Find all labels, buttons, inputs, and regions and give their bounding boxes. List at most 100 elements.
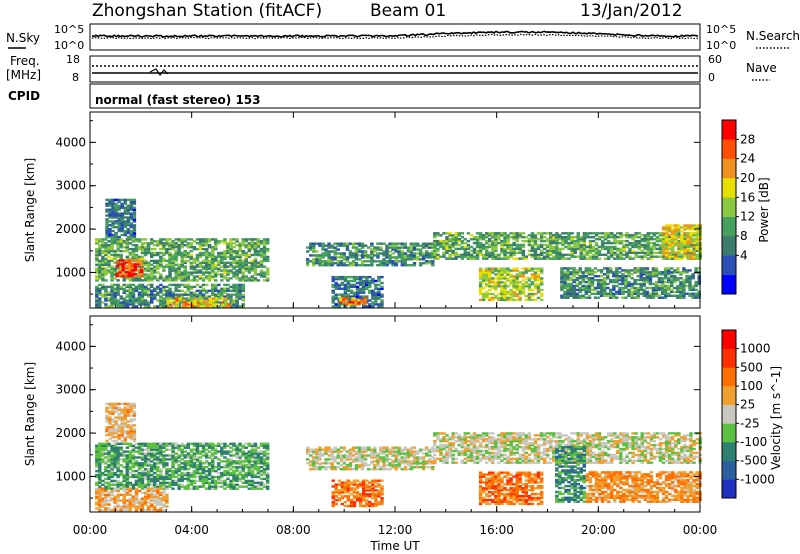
- power-cell: [159, 261, 163, 264]
- power-cell: [212, 299, 216, 302]
- power-cell: [597, 232, 602, 235]
- power-cell: [256, 263, 261, 266]
- power-cell: [171, 279, 175, 282]
- power-cell: [469, 255, 474, 258]
- power-cell: [576, 232, 580, 235]
- power-cell: [442, 243, 446, 247]
- power-cell: [143, 293, 148, 296]
- power-cell: [312, 246, 316, 249]
- velocity-cell: [146, 448, 151, 451]
- power-cell: [536, 290, 541, 294]
- power-cell: [105, 233, 109, 237]
- power-cell: [649, 238, 654, 241]
- power-cell: [682, 288, 686, 292]
- power-cell: [227, 305, 231, 308]
- power-cell: [108, 214, 112, 217]
- power-cell: [110, 244, 114, 247]
- power-cell: [330, 246, 334, 249]
- power-cell: [253, 273, 258, 276]
- power-cell: [397, 242, 401, 245]
- power-cell: [165, 238, 169, 241]
- beam-title: Beam 01: [370, 1, 446, 21]
- power-cell: [362, 289, 366, 292]
- power-cell: [162, 238, 166, 241]
- power-cell: [226, 295, 230, 298]
- power-cell: [555, 234, 559, 237]
- power-cell: [174, 244, 178, 247]
- power-cell: [552, 236, 556, 239]
- power-cell: [494, 283, 498, 286]
- velocity-cell: [146, 452, 151, 455]
- power-cell: [624, 286, 628, 290]
- power-cell: [385, 246, 389, 249]
- power-cell: [664, 243, 669, 247]
- power-cell: [201, 277, 206, 280]
- velocity-cell: [211, 452, 215, 455]
- power-cell: [618, 290, 622, 294]
- velocity-cell: [177, 473, 181, 477]
- velocity-cell: [116, 481, 120, 484]
- velocity-cell: [189, 466, 194, 469]
- power-cell: [113, 267, 117, 270]
- power-cell: [668, 243, 672, 247]
- power-cell: [143, 267, 148, 270]
- velocity-cell: [131, 448, 136, 451]
- power-cell: [406, 250, 411, 253]
- power-cell: [415, 248, 420, 251]
- power-cell: [241, 253, 245, 257]
- velocity-cell: [113, 464, 117, 467]
- power-cell: [199, 305, 204, 308]
- power-cell: [428, 260, 432, 263]
- power-cell: [211, 275, 215, 278]
- velocity-cell: [198, 485, 203, 488]
- power-cell: [406, 264, 411, 267]
- power-cell: [107, 265, 111, 268]
- power-cell: [676, 290, 680, 294]
- velocity-cell: [125, 462, 130, 465]
- velocity-cell: [137, 450, 142, 453]
- power-cell: [229, 299, 233, 302]
- velocity-cell: [95, 446, 99, 449]
- power-cell: [111, 229, 115, 233]
- power-cell: [671, 241, 675, 245]
- power-cell: [530, 239, 535, 243]
- velocity-cell: [186, 483, 190, 486]
- power-cell: [223, 238, 227, 241]
- power-cell: [189, 246, 194, 249]
- power-cell: [445, 249, 449, 253]
- velocity-cell: [107, 481, 111, 484]
- power-cell: [485, 267, 489, 270]
- power-cell: [576, 255, 580, 258]
- velocity-cell: [217, 464, 221, 467]
- velocity-cell: [220, 475, 224, 479]
- velocity-cell: [223, 442, 227, 445]
- power-cell: [391, 248, 395, 251]
- power-cell: [198, 253, 203, 257]
- power-cell: [159, 291, 163, 294]
- velocity-cell: [143, 448, 148, 451]
- power-cell: [630, 290, 634, 294]
- power-cell: [582, 236, 587, 239]
- velocity-cell: [137, 477, 142, 481]
- power-cell: [518, 249, 522, 253]
- power-cell: [128, 293, 132, 296]
- power-cell: [321, 254, 325, 257]
- power-cell: [500, 241, 504, 245]
- power-cell: [481, 255, 486, 258]
- velocity-cell: [150, 481, 154, 484]
- power-cell: [253, 238, 258, 241]
- velocity-cell: [171, 448, 175, 451]
- power-cell: [116, 247, 120, 251]
- power-cell: [118, 272, 122, 276]
- power-cell: [682, 284, 686, 288]
- power-cell: [337, 287, 341, 290]
- velocity-cell: [223, 460, 227, 463]
- power-cell: [171, 265, 175, 268]
- power-cell: [600, 253, 605, 256]
- power-cell: [575, 269, 579, 272]
- power-cell: [110, 242, 114, 245]
- velocity-cell: [241, 477, 245, 481]
- power-cell: [156, 267, 160, 270]
- velocity-cell: [107, 477, 111, 481]
- power-cell: [116, 240, 120, 243]
